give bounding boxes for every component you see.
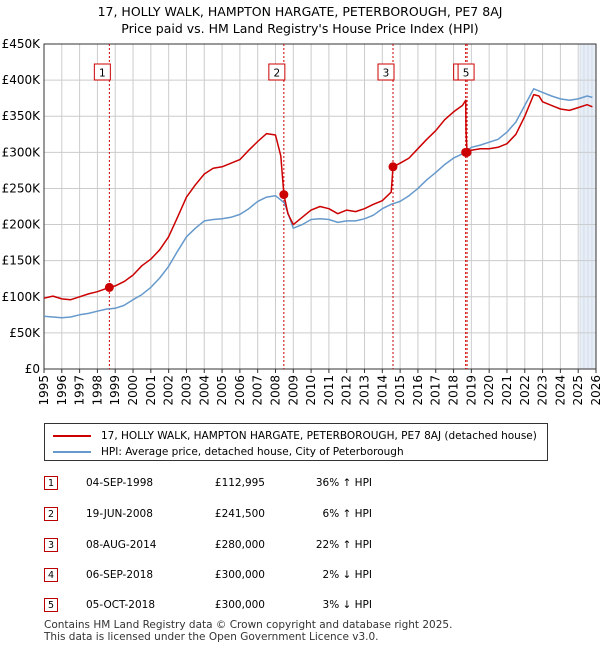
transaction-hpi: 3% ↓ HPI: [322, 599, 372, 611]
x-tick-label: 2011: [322, 375, 336, 406]
x-tick-label: 2014: [375, 375, 389, 406]
transaction-date: 04-SEP-1998: [86, 477, 154, 489]
x-tick-label: 2006: [233, 375, 247, 406]
sale-number-box: [268, 63, 286, 81]
x-tick-label: 1999: [108, 375, 122, 406]
legend-item-hpi: HPI: Average price, detached house, City…: [53, 446, 404, 458]
transaction-date: 08-AUG-2014: [86, 539, 157, 551]
x-tick-label: 2012: [340, 375, 354, 406]
sale-point: [279, 190, 289, 200]
x-tick-label: 2026: [589, 375, 600, 406]
footer-licence: This data is licensed under the Open Gov…: [44, 631, 379, 643]
y-tick-label: £450K: [2, 37, 42, 51]
legend-label-property: 17, HOLLY WALK, HAMPTON HARGATE, PETERBO…: [101, 430, 537, 442]
x-tick-label: 2005: [215, 375, 229, 406]
legend-swatch-hpi: [53, 451, 91, 453]
sale-number-label: 2: [274, 68, 281, 80]
x-tick-label: 2020: [482, 375, 496, 406]
x-tick-label: 1995: [37, 375, 51, 406]
chart-title: 17, HOLLY WALK, HAMPTON HARGATE, PETERBO…: [97, 4, 503, 19]
x-tick-label: 2025: [571, 375, 585, 406]
table-row: 1 04-SEP-1998 £112,995 36% ↑ HPI: [0, 474, 600, 494]
x-tick-label: 2003: [179, 375, 193, 406]
x-tick-label: 2009: [286, 375, 300, 406]
transaction-date: 05-OCT-2018: [86, 599, 155, 611]
plot-frame: [43, 43, 597, 370]
table-row: 5 05-OCT-2018 £300,000 3% ↓ HPI: [0, 596, 600, 616]
footer-copyright: Contains HM Land Registry data © Crown c…: [44, 619, 453, 631]
x-tick-label: 2024: [553, 375, 567, 406]
table-row: 4 06-SEP-2018 £300,000 2% ↓ HPI: [0, 566, 600, 586]
table-row: 2 19-JUN-2008 £241,500 6% ↑ HPI: [0, 505, 600, 525]
x-tick-label: 2022: [518, 375, 532, 406]
transaction-number: 2: [44, 507, 58, 521]
sale-number-label: 3: [383, 68, 390, 80]
transaction-number: 3: [44, 538, 58, 552]
sale-number-box: [93, 63, 111, 81]
transaction-date: 06-SEP-2018: [86, 569, 154, 581]
sale-point: [104, 282, 114, 292]
transaction-number: 5: [44, 598, 58, 612]
transaction-number: 4: [44, 568, 58, 582]
x-tick-label: 2004: [197, 375, 211, 406]
x-tick-label: 2016: [411, 375, 425, 406]
x-tick-label: 2013: [358, 375, 372, 406]
x-tick-label: 2017: [429, 375, 443, 406]
x-tick-label: 2002: [162, 375, 176, 406]
legend-item-property: 17, HOLLY WALK, HAMPTON HARGATE, PETERBO…: [53, 430, 537, 442]
hpi-series-line: [43, 88, 593, 319]
legend: 17, HOLLY WALK, HAMPTON HARGATE, PETERBO…: [44, 423, 548, 461]
y-tick-label: £50K: [9, 326, 41, 340]
y-tick-label: £100K: [2, 290, 42, 304]
y-tick-label: £0: [25, 362, 40, 376]
transaction-hpi: 6% ↑ HPI: [322, 508, 372, 520]
transaction-hpi: 22% ↑ HPI: [315, 539, 372, 551]
y-tick-label: £300K: [2, 145, 42, 159]
sale-number-label: 5: [463, 68, 470, 80]
table-row: 3 08-AUG-2014 £280,000 22% ↑ HPI: [0, 536, 600, 556]
x-tick-label: 1997: [73, 375, 87, 406]
sale-number-box: [377, 63, 395, 81]
price-chart: £0 £50K £100K £150K £200K £250K £300K £350K £400…: [2, 37, 600, 406]
legend-label-hpi: HPI: Average price, detached house, City…: [101, 446, 404, 458]
y-tick-label: £200K: [2, 218, 42, 232]
transaction-price: £300,000: [214, 569, 265, 581]
x-tick-label: 2007: [251, 375, 265, 406]
y-tick-label: £350K: [2, 109, 42, 123]
sale-point: [388, 162, 398, 172]
legend-swatch-property: [53, 435, 91, 437]
x-tick-label: 2023: [536, 375, 550, 406]
transaction-hpi: 2% ↓ HPI: [322, 569, 372, 581]
x-tick-label: 2010: [304, 375, 318, 406]
y-tick-label: £250K: [2, 181, 42, 195]
transaction-date: 19-JUN-2008: [86, 508, 153, 520]
x-tick-label: 2015: [393, 375, 407, 406]
x-tick-label: 2000: [126, 375, 140, 406]
transaction-price: £241,500: [214, 508, 265, 520]
transaction-price: £300,000: [214, 599, 265, 611]
chart-subtitle: Price paid vs. HM Land Registry's House …: [121, 21, 479, 36]
x-tick-label: 1996: [55, 375, 69, 406]
x-tick-label: 1998: [90, 375, 104, 406]
y-tick-label: £150K: [2, 254, 42, 268]
sale-point: [462, 147, 472, 157]
transaction-hpi: 36% ↑ HPI: [315, 477, 372, 489]
transaction-price: £112,995: [214, 477, 265, 489]
x-tick-label: 2008: [268, 375, 282, 406]
transaction-number: 1: [44, 476, 58, 490]
transaction-price: £280,000: [214, 539, 265, 551]
property-series-line: [43, 93, 593, 301]
sale-number-box: [457, 63, 475, 81]
x-tick-label: 2019: [464, 375, 478, 406]
sale-number-label: 1: [99, 68, 106, 80]
x-tick-label: 2021: [500, 375, 514, 406]
y-tick-label: £400K: [2, 73, 42, 87]
x-tick-label: 2001: [144, 375, 158, 406]
x-tick-label: 2018: [447, 375, 461, 406]
